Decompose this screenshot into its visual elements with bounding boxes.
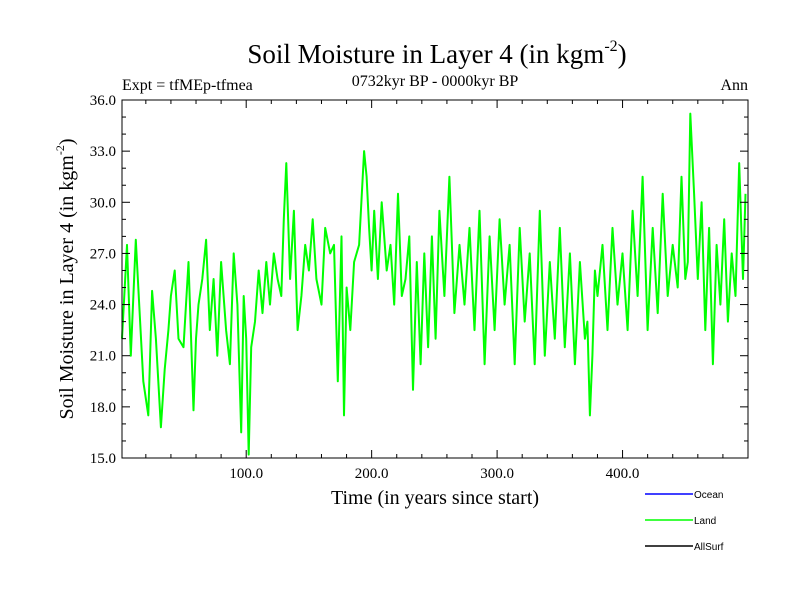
y-tick-label: 27.0 [90,246,116,262]
legend-label-land: Land [694,516,716,527]
y-tick-label: 36.0 [90,93,116,109]
y-tick-label: 18.0 [90,400,116,416]
chart-title: Soil Moisture in Layer 4 (in kgm-2) [247,38,626,69]
y-axis-ticks: 15.0 18.0 21.0 24.0 27.0 30.0 33.0 36.0 [90,93,748,467]
y-tick-label: 24.0 [90,298,116,314]
y-tick-label: 33.0 [90,144,116,160]
chart-title-close: ) [618,39,627,69]
y-tick-label: 30.0 [90,195,116,211]
chart-title-superscript: -2 [604,38,617,55]
plot-frame [121,99,749,459]
x-axis-label: Time (in years since start) [331,487,539,509]
y-axis-label: Soil Moisture in Layer 4 (in kgm-2) [53,138,78,419]
y-axis-label-main: Soil Moisture in Layer 4 (in kgm [56,155,78,420]
experiment-label: Expt = tfMEp-tfmea [122,77,253,94]
legend: Ocean Land AllSurf [645,490,724,553]
legend-label-ocean: Ocean [694,490,723,501]
x-tick-label: 300.0 [480,466,514,482]
period-label: 0732kyr BP - 0000kyr BP [352,73,519,90]
y-axis-label-superscript: -2 [53,145,67,155]
y-tick-label: 15.0 [90,451,116,467]
y-axis-label-close: ) [56,138,78,145]
y-tick-label: 21.0 [90,349,116,365]
plot-area [121,112,747,456]
x-tick-label: 400.0 [606,466,640,482]
x-tick-label: 100.0 [229,466,263,482]
x-tick-label: 200.0 [355,466,389,482]
chart-title-main: Soil Moisture in Layer 4 (in kgm [247,39,604,69]
series-line-land [121,112,747,456]
x-axis-ticks: 100.0 200.0 300.0 400.0 [145,100,724,482]
legend-label-allsurf: AllSurf [694,542,724,553]
season-label: Ann [720,77,748,94]
